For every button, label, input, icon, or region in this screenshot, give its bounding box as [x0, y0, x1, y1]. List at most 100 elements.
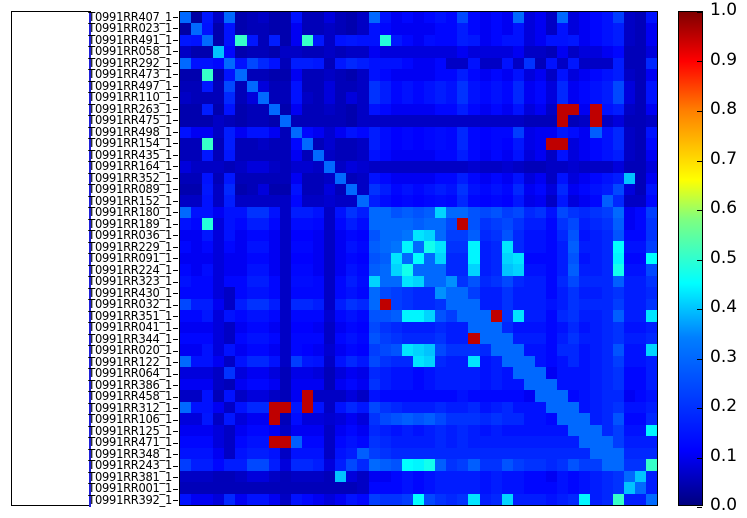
heatmap-cell [368, 23, 380, 35]
heatmap-cell [623, 355, 635, 368]
heatmap-cell [335, 229, 347, 242]
heatmap-cell [257, 229, 269, 242]
heatmap-cell [557, 69, 569, 81]
heatmap-cell [191, 333, 203, 345]
heatmap-cell [490, 126, 502, 139]
heatmap-cell [335, 34, 347, 47]
heatmap-cell [191, 69, 203, 81]
heatmap-cell [379, 161, 391, 173]
heatmap-cell [290, 12, 303, 24]
heatmap-cell [213, 138, 225, 150]
heatmap-cell [446, 401, 458, 414]
heatmap-cell [357, 459, 369, 471]
heatmap-cell [268, 401, 280, 414]
heatmap-cell [235, 310, 247, 322]
heatmap-cell [568, 80, 580, 93]
heatmap-cell [357, 493, 369, 505]
heatmap-cell [457, 447, 469, 460]
heatmap-cell [379, 241, 391, 253]
heatmap-cell [191, 482, 203, 494]
heatmap-cell [424, 46, 436, 58]
heatmap-cell [202, 355, 214, 368]
heatmap-cell [557, 413, 569, 425]
heatmap-cell [579, 252, 591, 265]
heatmap-cell [213, 241, 225, 253]
heatmap-cell [401, 378, 413, 391]
heatmap-cell [534, 195, 547, 207]
heatmap-cell [302, 482, 314, 494]
heatmap-cell [457, 470, 469, 483]
heatmap-cell [202, 401, 214, 414]
heatmap-cell [634, 46, 646, 58]
heatmap-cell [645, 218, 657, 230]
heatmap-cell [324, 195, 336, 207]
heatmap-cell [268, 298, 280, 311]
heatmap-cell [224, 401, 236, 414]
heatmap-axes[interactable] [179, 11, 658, 506]
heatmap-cell [368, 218, 380, 230]
heatmap-cell [534, 206, 547, 219]
heatmap-cell [512, 195, 524, 207]
heatmap-cell [235, 172, 247, 184]
heatmap-cell [634, 115, 646, 127]
heatmap-cell [612, 344, 624, 356]
heatmap-cell [468, 69, 480, 81]
heatmap-cell [490, 436, 502, 448]
heatmap-cell [590, 424, 602, 437]
heatmap-cell [501, 459, 513, 471]
row-tick-mark [173, 477, 178, 478]
row-tick-mark [173, 328, 178, 329]
heatmap-cell [457, 206, 469, 219]
heatmap-cell [634, 264, 646, 276]
heatmap-cell [523, 413, 535, 425]
heatmap-cell [346, 459, 358, 471]
heatmap-cell [279, 206, 291, 219]
heatmap-cell [268, 493, 280, 505]
heatmap-cell [224, 80, 236, 93]
heatmap-cell [246, 92, 258, 104]
heatmap-cell [546, 367, 558, 379]
heatmap-cell [501, 161, 513, 173]
heatmap-cell [479, 493, 491, 505]
heatmap-cell [235, 69, 247, 81]
heatmap-cell [557, 424, 569, 437]
heatmap-cell [180, 321, 192, 334]
colorbar-tick-mark [697, 260, 702, 261]
heatmap-cell [302, 344, 314, 356]
heatmap-cell [424, 115, 436, 127]
heatmap-cell [457, 275, 469, 288]
heatmap-cell [623, 92, 635, 104]
heatmap-cell [457, 80, 469, 93]
heatmap-cell [235, 493, 247, 505]
colorbar-tick-label: 0.3 [710, 346, 738, 367]
heatmap-cell [523, 344, 535, 356]
heatmap-cell [368, 34, 380, 47]
heatmap-cell [335, 355, 347, 368]
heatmap-cell [446, 252, 458, 265]
heatmap-cell [512, 252, 524, 265]
heatmap-cell [557, 482, 569, 494]
heatmap-cell [523, 183, 535, 196]
heatmap-cell [590, 218, 602, 230]
heatmap-cell [501, 390, 513, 402]
heatmap-cell [246, 275, 258, 288]
heatmap-cell [346, 493, 358, 505]
heatmap-cell [390, 275, 402, 288]
heatmap-cell [546, 436, 558, 448]
heatmap-cell [468, 149, 480, 162]
heatmap-cell [468, 264, 480, 276]
row-label: T0991RR089_1 [88, 181, 172, 197]
heatmap-cell [579, 390, 591, 402]
heatmap-cell [634, 241, 646, 253]
colorbar-tick-label: 0.5 [710, 247, 738, 268]
heatmap-cell [546, 333, 558, 345]
heatmap-cell [579, 310, 591, 322]
heatmap-cell [235, 183, 247, 196]
heatmap-cell [324, 378, 336, 391]
heatmap-cell [180, 310, 192, 322]
heatmap-cell [224, 344, 236, 356]
heatmap-cell [279, 12, 291, 24]
heatmap-cell [424, 103, 436, 116]
heatmap-cell [302, 367, 314, 379]
heatmap-cell [612, 229, 624, 242]
